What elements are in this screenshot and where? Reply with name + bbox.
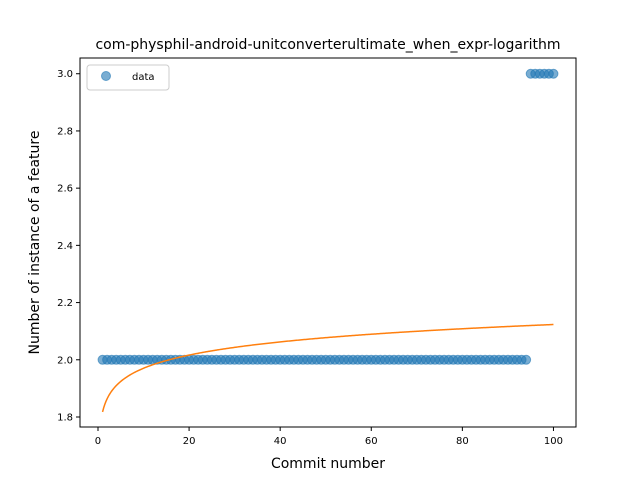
- y-axis: 1.8 2.0 2.2 2.4 2.6 2.8 3.0: [57, 69, 80, 423]
- y-axis-title: Number of instance of a feature: [27, 131, 43, 355]
- data-point: [548, 68, 559, 79]
- x-tick-label: 100: [544, 436, 563, 447]
- x-tick-label: 80: [456, 436, 469, 447]
- axes-frame: [79, 57, 577, 428]
- y-tick-label: 2.6: [57, 184, 73, 195]
- y-tick-label: 1.8: [57, 412, 73, 423]
- y-tick-label: 2.0: [57, 355, 73, 366]
- y-tick-label: 2.8: [57, 126, 73, 137]
- y-tick-label: 3.0: [57, 69, 73, 80]
- x-tick-label: 40: [274, 436, 287, 447]
- legend-label-data: data: [132, 72, 155, 83]
- y-tick-label: 2.2: [57, 298, 73, 309]
- legend-box: [86, 64, 170, 91]
- x-tick-label: 20: [183, 436, 196, 447]
- y-tick-label: 2.4: [57, 241, 73, 252]
- legend: data: [86, 64, 170, 91]
- x-tick-label: 0: [95, 436, 101, 447]
- x-tick-label: 60: [365, 436, 378, 447]
- legend-marker-data: [101, 71, 111, 81]
- x-axis-title: Commit number: [271, 456, 385, 472]
- fit-line: [101, 323, 554, 413]
- plot-area: [97, 68, 559, 413]
- x-axis: 0 20 40 60 80 100: [95, 427, 563, 447]
- data-point: [521, 354, 532, 365]
- chart-title: com-physphil-android-unitconverterultima…: [95, 37, 560, 53]
